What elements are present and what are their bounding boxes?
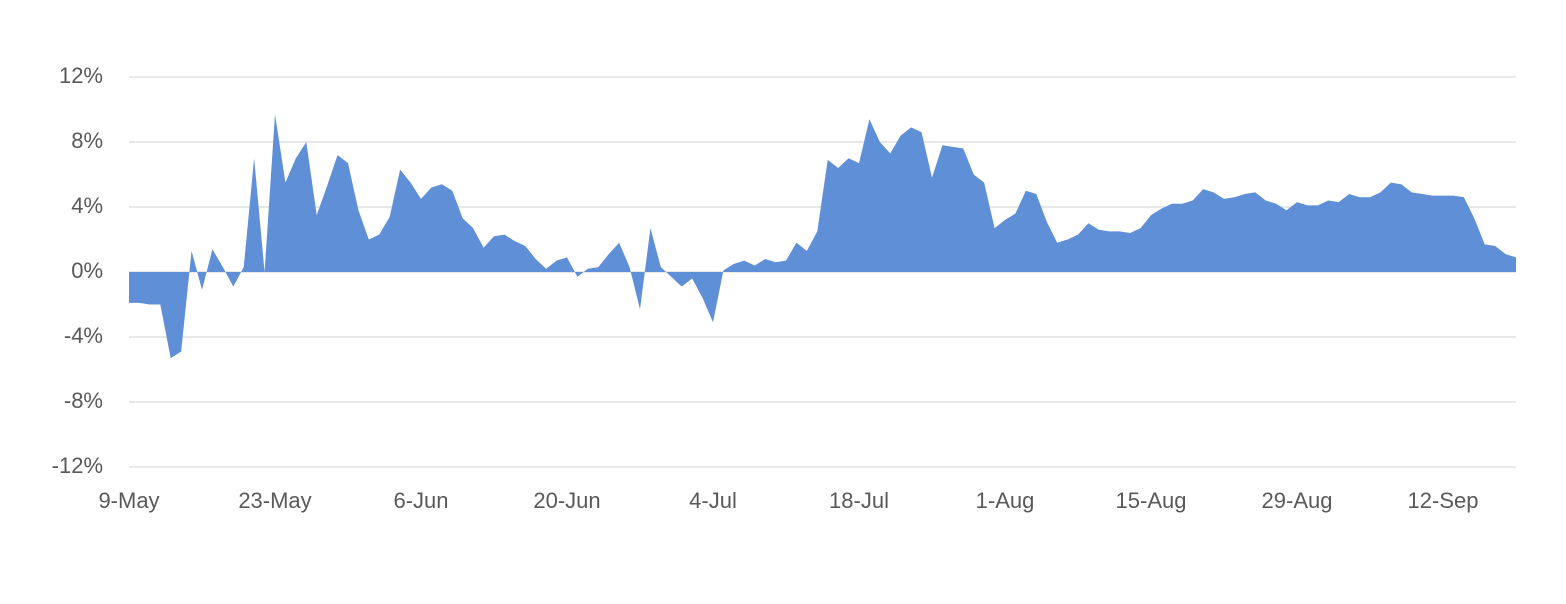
area xyxy=(129,114,1516,359)
x-tick-label: 6-Jun xyxy=(393,488,448,513)
x-tick-label: 15-Aug xyxy=(1116,488,1187,513)
x-tick-label: 29-Aug xyxy=(1262,488,1333,513)
x-tick-label: 9-May xyxy=(98,488,159,513)
x-tick-label: 1-Aug xyxy=(976,488,1035,513)
y-tick-label: -8% xyxy=(64,388,103,413)
y-tick-label: -12% xyxy=(52,453,103,478)
x-tick-label: 4-Jul xyxy=(689,488,737,513)
y-tick-label: 12% xyxy=(59,63,103,88)
x-tick-label: 12-Sep xyxy=(1408,488,1479,513)
x-tick-label: 20-Jun xyxy=(533,488,600,513)
x-tick-label: 18-Jul xyxy=(829,488,889,513)
y-tick-label: 0% xyxy=(71,258,103,283)
x-tick-label: 23-May xyxy=(238,488,311,513)
y-tick-label: 4% xyxy=(71,193,103,218)
y-tick-label: -4% xyxy=(64,323,103,348)
y-tick-label: 8% xyxy=(71,128,103,153)
